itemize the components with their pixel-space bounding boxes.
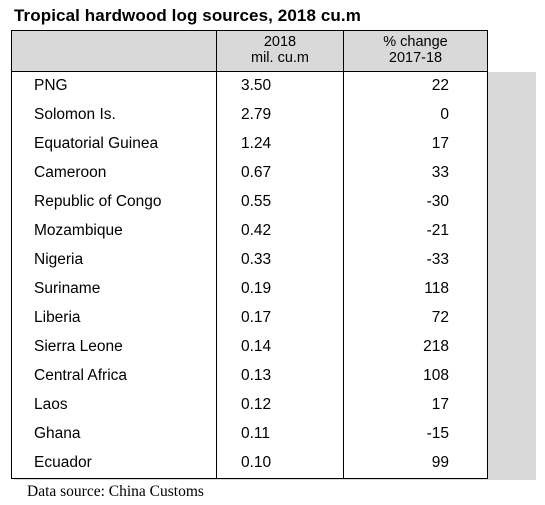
column-divider-1	[216, 31, 217, 478]
volume-cell: 2.79	[241, 106, 272, 123]
table-row: Ecuador 0.10 99	[12, 450, 487, 479]
table-row: Suriname 0.19 118	[12, 276, 487, 305]
header-change-label: % change	[383, 34, 448, 50]
country-cell: Republic of Congo	[34, 193, 162, 210]
country-cell: Laos	[34, 396, 68, 413]
table-title: Tropical hardwood log sources, 2018 cu.m	[14, 6, 361, 25]
change-cell: 22	[431, 77, 449, 94]
data-source-note: Data source: China Customs	[27, 483, 204, 500]
country-cell: Suriname	[34, 280, 101, 297]
change-cell: -21	[426, 222, 449, 239]
column-divider-2	[343, 31, 344, 478]
table-row: Equatorial Guinea 1.24 17	[12, 131, 487, 160]
country-cell: Cameroon	[34, 164, 107, 181]
header-change: % change 2017-18	[344, 31, 487, 71]
table-row: Solomon Is. 2.79 0	[12, 102, 487, 131]
volume-cell: 0.42	[241, 222, 272, 239]
table-row: Nigeria 0.33 -33	[12, 247, 487, 276]
header-volume: 2018 mil. cu.m	[217, 31, 343, 71]
volume-cell: 0.55	[241, 193, 272, 210]
volume-cell: 0.33	[241, 251, 272, 268]
table-row: Mozambique 0.42 -21	[12, 218, 487, 247]
change-cell: 17	[431, 135, 449, 152]
volume-cell: 3.50	[241, 77, 272, 94]
table-row: Liberia 0.17 72	[12, 305, 487, 334]
change-cell: 17	[431, 396, 449, 413]
volume-cell: 0.19	[241, 280, 272, 297]
country-cell: Mozambique	[34, 222, 123, 239]
country-cell: Solomon Is.	[34, 106, 116, 123]
table-row: Central Africa 0.13 108	[12, 363, 487, 392]
volume-cell: 0.12	[241, 396, 272, 413]
volume-cell: 0.14	[241, 338, 272, 355]
volume-cell: 0.67	[241, 164, 272, 181]
country-cell: Equatorial Guinea	[34, 135, 159, 152]
country-cell: Central Africa	[34, 367, 128, 384]
volume-cell: 1.24	[241, 135, 272, 152]
country-cell: Nigeria	[34, 251, 84, 268]
table-row: PNG 3.50 22	[12, 73, 487, 102]
country-cell: Ecuador	[34, 454, 92, 471]
table-row: Republic of Congo 0.55 -30	[12, 189, 487, 218]
country-cell: PNG	[34, 77, 68, 94]
table-row: Ghana 0.11 -15	[12, 421, 487, 450]
volume-cell: 0.11	[241, 425, 271, 442]
volume-cell: 0.17	[241, 309, 272, 326]
change-cell: 108	[423, 367, 449, 384]
table-row: Sierra Leone 0.14 218	[12, 334, 487, 363]
volume-cell: 0.13	[241, 367, 272, 384]
change-cell: 72	[431, 309, 449, 326]
data-table: 2018 mil. cu.m % change 2017-18 PNG 3.50 2…	[11, 30, 488, 479]
change-cell: -30	[426, 193, 449, 210]
table-row: Laos 0.12 17	[12, 392, 487, 421]
change-cell: -33	[426, 251, 449, 268]
change-cell: -15	[426, 425, 449, 442]
country-cell: Liberia	[34, 309, 81, 326]
country-cell: Sierra Leone	[34, 338, 123, 355]
table-row: Cameroon 0.67 33	[12, 160, 487, 189]
change-cell: 99	[431, 454, 449, 471]
change-cell: 218	[423, 338, 449, 355]
table-header: 2018 mil. cu.m % change 2017-18	[12, 31, 487, 72]
country-cell: Ghana	[34, 425, 81, 442]
volume-cell: 0.10	[241, 454, 272, 471]
header-change-period: 2017-18	[388, 50, 443, 66]
change-cell: 0	[440, 106, 449, 123]
header-volume-year: 2018	[263, 34, 297, 50]
change-cell: 33	[431, 164, 449, 181]
header-volume-unit: mil. cu.m	[251, 50, 309, 66]
change-cell: 118	[424, 280, 449, 297]
